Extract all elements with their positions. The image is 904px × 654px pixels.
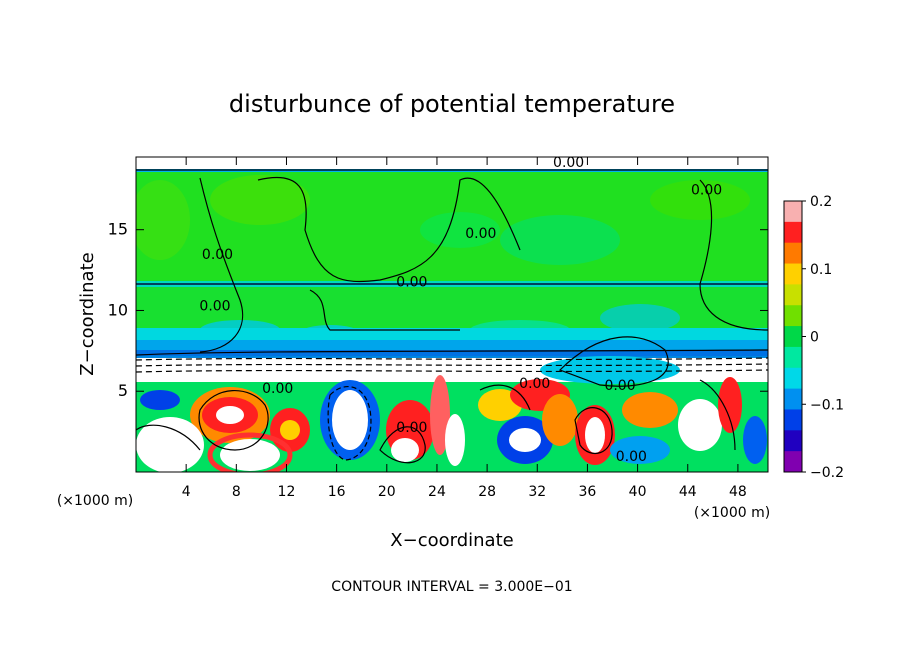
contour-interval-note: CONTOUR INTERVAL = 3.000E−01 (331, 579, 572, 595)
contour-label: 0.00 (616, 449, 647, 465)
colorbar-segment (784, 367, 802, 390)
colorbar: 0.2 0.1 0 −0.1 −0.2 (783, 194, 844, 481)
contour-label: 0.00 (553, 155, 584, 171)
x-tick-label: 4 (182, 484, 191, 500)
x-axis-label: X−coordinate (390, 530, 513, 551)
chart-title: disturbunce of potential temperature (229, 90, 675, 118)
heatmap-field (136, 157, 768, 472)
colorbar-segment (784, 221, 802, 244)
y-axis-label: Z−coordinate (77, 252, 98, 375)
contour-label: 0.00 (519, 376, 550, 392)
x-unit-left: (×1000 m) (57, 493, 133, 509)
contour-lines (136, 169, 768, 464)
x-tick-label: 32 (528, 484, 546, 500)
colorbar-segment (784, 451, 802, 473)
colorbar-segment (784, 201, 802, 223)
x-tick-label: 36 (579, 484, 597, 500)
colorbar-segment (784, 284, 802, 306)
x-axis: 4 8 12 16 20 24 28 32 36 40 44 48 (182, 157, 747, 500)
x-tick-label: 44 (679, 484, 697, 500)
model-top-band (136, 157, 768, 171)
colorbar-tick-label: 0.2 (810, 194, 832, 210)
colorbar-segment (784, 388, 802, 410)
colorbar-segment (784, 346, 802, 369)
contour-label: 0.00 (396, 420, 427, 436)
colorbar-segment (784, 409, 802, 431)
x-tick-label: 12 (278, 484, 296, 500)
colorbar-tick-label: −0.1 (810, 397, 844, 413)
colorbar-segment (784, 326, 802, 348)
x-tick-label: 8 (232, 484, 241, 500)
contour-label: 0.00 (691, 182, 722, 198)
contour-label: 0.00 (465, 226, 496, 242)
colorbar-tick-label: 0 (810, 330, 819, 346)
x-tick-label: 40 (629, 484, 647, 500)
plot-frame (135, 156, 769, 473)
colorbar-tick-label: −0.2 (810, 465, 844, 481)
contour-labels: 0.00 0.00 0.00 0.00 0.00 0.00 0.00 0.00 0.00 0.00… (199, 155, 722, 465)
x-tick-label: 28 (478, 484, 496, 500)
y-axis: 5 10 15 (108, 220, 768, 400)
y-tick-label: 10 (108, 300, 128, 319)
colorbar-tick-label: 0.1 (810, 262, 832, 278)
colorbar-segment (784, 263, 802, 285)
colorbar-segment (784, 430, 802, 452)
x-tick-label: 20 (378, 484, 396, 500)
contour-label: 0.00 (262, 381, 293, 397)
x-tick-label: 48 (729, 484, 747, 500)
colorbar-segment (784, 305, 802, 327)
contour-label: 0.00 (202, 247, 233, 263)
x-unit-right: (×1000 m) (694, 505, 770, 521)
colorbar-segment (784, 242, 802, 265)
contour-label: 0.00 (604, 378, 635, 394)
y-tick-label: 5 (118, 381, 128, 400)
contour-label: 0.00 (199, 299, 230, 315)
contour-label: 0.00 (396, 274, 427, 290)
x-tick-label: 16 (328, 484, 346, 500)
x-tick-label: 24 (428, 484, 446, 500)
y-tick-label: 15 (108, 220, 128, 239)
